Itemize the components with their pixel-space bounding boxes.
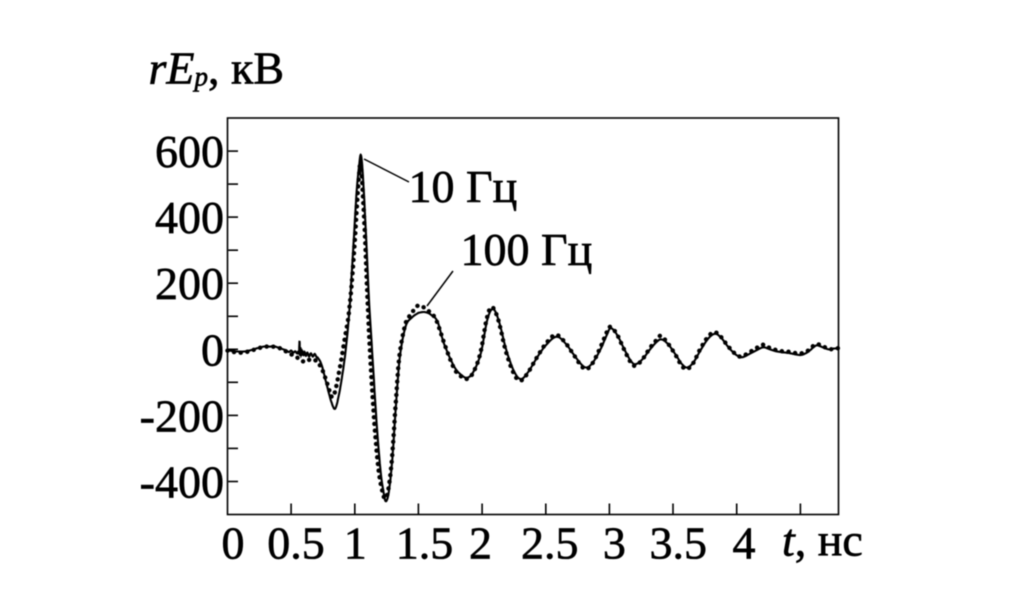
svg-text:200: 200 (155, 258, 224, 309)
svg-text:0: 0 (222, 518, 245, 569)
svg-text:0: 0 (201, 324, 224, 375)
svg-text:2: 2 (469, 518, 492, 569)
svg-text:-200: -200 (140, 390, 224, 441)
svg-text:100 Гц: 100 Гц (461, 224, 593, 275)
svg-text:3.5: 3.5 (649, 518, 707, 569)
svg-text:0.5: 0.5 (267, 518, 325, 569)
svg-text:2.5: 2.5 (521, 518, 579, 569)
svg-text:rEp, кВ: rEp, кВ (149, 43, 285, 94)
svg-text:4: 4 (733, 518, 756, 569)
svg-text:t, нс: t, нс (782, 515, 863, 566)
svg-text:-400: -400 (140, 457, 224, 508)
svg-text:1: 1 (344, 518, 367, 569)
svg-text:1.5: 1.5 (396, 518, 454, 569)
svg-text:400: 400 (155, 192, 224, 243)
svg-text:10 Гц: 10 Гц (409, 161, 518, 212)
svg-text:600: 600 (155, 126, 224, 177)
svg-text:3: 3 (603, 518, 626, 569)
